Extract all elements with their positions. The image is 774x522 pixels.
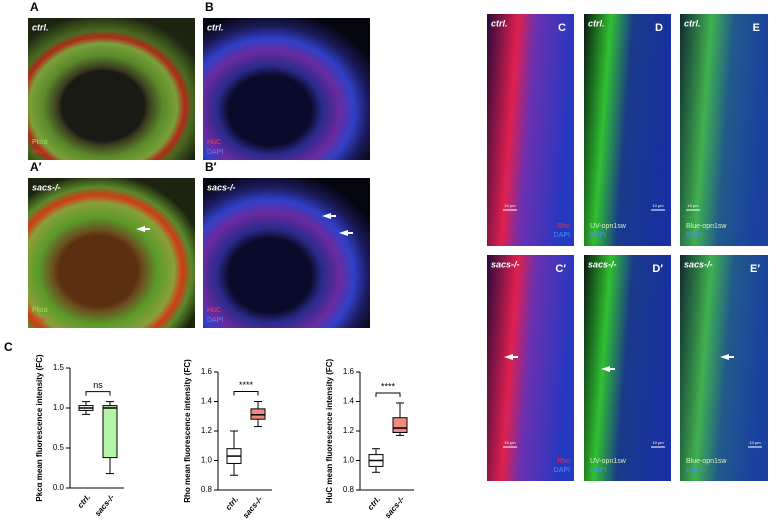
panel-letter: C′ <box>555 263 566 275</box>
stain-label: Rho <box>557 458 570 465</box>
x-tick-label: ctrl. <box>224 495 240 512</box>
stain-label: Rho <box>32 317 45 324</box>
stain-label: Blue-opn1sw <box>686 458 727 465</box>
micrograph <box>680 255 768 481</box>
scale-label: 10 µm <box>687 203 699 208</box>
y-tick-label: 1.6 <box>343 367 355 376</box>
significance-bracket <box>85 391 111 396</box>
y-tick-label: 1.0 <box>343 456 355 465</box>
y-tick-label: 1.6 <box>201 367 213 376</box>
condition-tag: sacs-/- <box>491 259 520 269</box>
stain-label: Blue-opn1sw <box>686 223 727 230</box>
panel-letter: E <box>753 22 760 34</box>
condition-tag: sacs-/- <box>684 259 713 269</box>
micrograph <box>487 14 574 246</box>
panel-letter: C <box>558 22 566 34</box>
panel-letter: D′ <box>652 263 663 275</box>
significance-bracket <box>233 391 259 396</box>
condition-tag: ctrl. <box>32 22 49 32</box>
panel-letter: E′ <box>750 263 760 275</box>
scale-label: 10 µm <box>652 203 664 208</box>
y-tick-label: 1.0 <box>53 403 65 412</box>
micrograph <box>584 14 671 246</box>
arrow <box>601 366 615 372</box>
y-axis-label: Rho mean fluorescence intensity (FC) <box>183 359 192 503</box>
arrow <box>339 230 353 236</box>
micrograph <box>28 178 195 328</box>
condition-tag: sacs-/- <box>588 259 617 269</box>
significance-label: ns <box>93 380 103 390</box>
arrow <box>322 213 336 219</box>
y-tick-label: 1.5 <box>53 363 65 372</box>
micrograph <box>584 255 671 481</box>
scale-label: 10 µm <box>652 440 664 445</box>
condition-tag: ctrl. <box>588 18 605 28</box>
significance-label: **** <box>239 380 254 390</box>
stain-label: Rho <box>32 149 45 156</box>
panel-letter: D <box>655 22 663 34</box>
stain-label: HuC <box>207 307 221 314</box>
arrow <box>504 354 518 360</box>
stain-label: UV-opn1sw <box>590 458 627 465</box>
condition-tag: sacs-/- <box>32 182 61 192</box>
panel-letter: A <box>30 0 39 14</box>
y-tick-label: 1.2 <box>201 426 213 435</box>
x-tick-label: sacs-/- <box>241 495 264 520</box>
y-tick-label: 0.0 <box>53 483 65 492</box>
y-tick-label: 1.2 <box>343 426 355 435</box>
stain-label: Rho <box>557 223 570 230</box>
x-tick-label: ctrl. <box>76 493 92 510</box>
y-tick-label: 1.4 <box>201 397 213 406</box>
stain-label: DAPI <box>686 232 702 239</box>
panel-letter: A′ <box>30 160 42 174</box>
y-axis-label: Pkcα mean fluorescence intensity (FC) <box>35 354 44 502</box>
y-tick-label: 1.0 <box>201 456 213 465</box>
stain-label: DAPI <box>686 467 702 474</box>
scale-label: 10 µm <box>504 203 516 208</box>
stain-label: DAPI <box>590 232 606 239</box>
scale-label: 10 µm <box>749 440 761 445</box>
x-tick-label: sacs-/- <box>383 495 406 520</box>
stain-label: Pkcα <box>32 139 48 146</box>
arrow <box>136 226 150 232</box>
stain-label: DAPI <box>207 317 223 324</box>
stain-label: UV-opn1sw <box>590 223 627 230</box>
micrograph <box>203 178 370 328</box>
stain-label: DAPI <box>554 232 570 239</box>
y-axis-label: HuC mean fluorescence intensity (FC) <box>325 358 334 503</box>
significance-label: **** <box>381 381 396 391</box>
condition-tag: ctrl. <box>207 22 224 32</box>
x-tick-label: sacs-/- <box>93 493 116 518</box>
micrograph <box>487 255 574 481</box>
box <box>102 405 118 459</box>
section-letter: C <box>4 340 13 354</box>
scale-label: 10 µm <box>504 440 516 445</box>
condition-tag: sacs-/- <box>207 182 236 192</box>
significance-bracket <box>375 392 401 397</box>
micrograph <box>680 14 768 246</box>
panel-letter: B <box>205 0 214 14</box>
stain-label: DAPI <box>207 149 223 156</box>
panel-letter: B′ <box>205 160 217 174</box>
micrograph <box>28 18 195 160</box>
y-tick-label: 0.8 <box>343 485 355 494</box>
stain-label: Pkcα <box>32 307 48 314</box>
arrow <box>720 354 734 360</box>
y-tick-label: 0.8 <box>201 485 213 494</box>
condition-tag: ctrl. <box>684 18 701 28</box>
y-tick-label: 1.4 <box>343 397 355 406</box>
stain-label: DAPI <box>554 467 570 474</box>
x-tick-label: ctrl. <box>366 495 382 512</box>
micrograph <box>203 18 370 160</box>
box <box>392 417 408 433</box>
stain-label: DAPI <box>590 467 606 474</box>
condition-tag: ctrl. <box>491 18 508 28</box>
y-tick-label: 0.5 <box>53 443 65 452</box>
stain-label: HuC <box>207 139 221 146</box>
